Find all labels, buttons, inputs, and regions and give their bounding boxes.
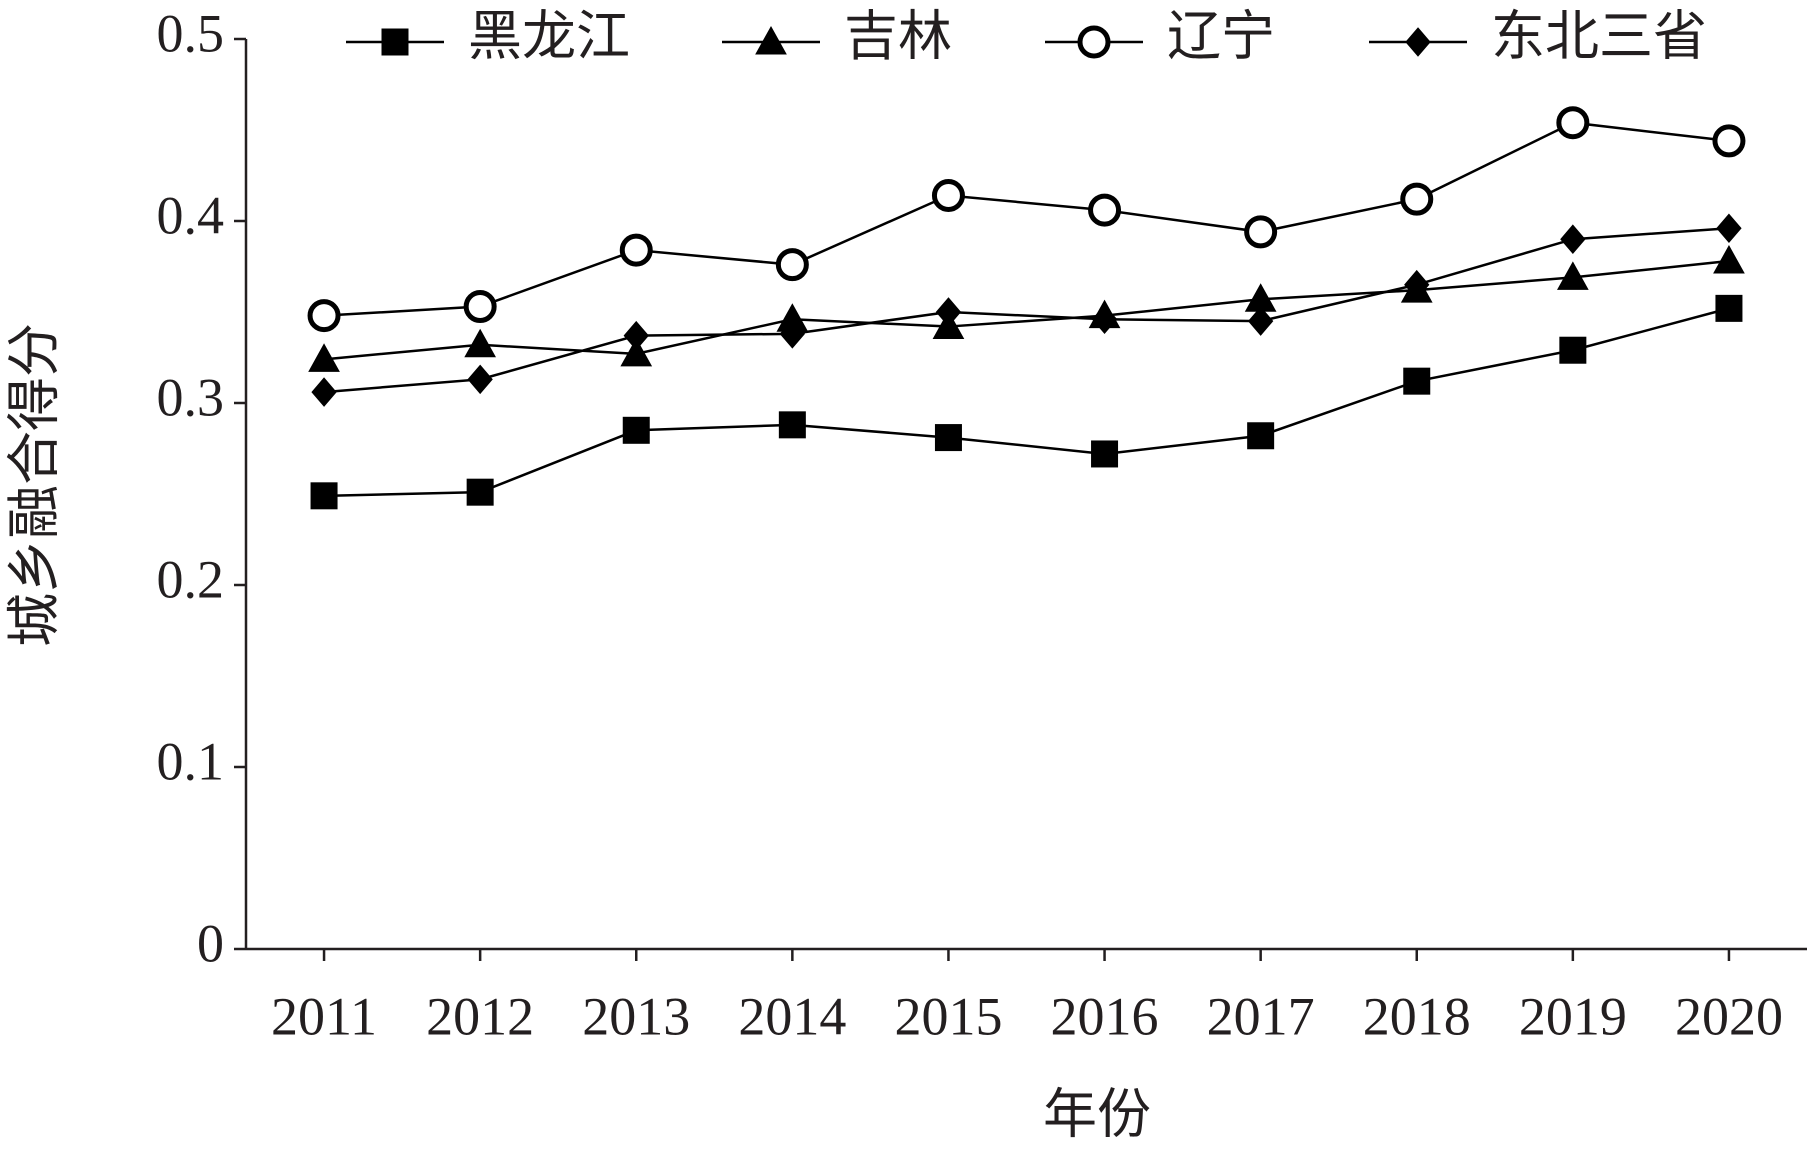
marker-diamond [935, 297, 962, 327]
marker-diamond [311, 377, 337, 407]
y-tick-label: 0.2 [157, 549, 225, 609]
marker-diamond [1560, 224, 1586, 254]
x-tick-label: 2013 [582, 986, 690, 1046]
marker-diamond [1404, 269, 1430, 300]
y-tick-label: 0.3 [157, 367, 225, 427]
marker-diamond [467, 364, 493, 395]
marker-circle [619, 233, 653, 267]
x-tick-label: 2014 [738, 986, 846, 1046]
y-tick-label: 0.4 [157, 185, 225, 245]
marker-square [778, 411, 806, 439]
x-tick-label: 2020 [1675, 986, 1783, 1046]
marker-triangle [1713, 245, 1745, 274]
legend-label: 黑龙江 [468, 6, 630, 66]
x-tick-label: 2018 [1363, 986, 1471, 1046]
marker-square [934, 424, 962, 452]
marker-triangle [620, 337, 653, 367]
legend-marker [381, 28, 409, 56]
y-axis-label: 城乡融合得分 [4, 323, 64, 647]
marker-diamond [1716, 213, 1742, 244]
marker-triangle [464, 328, 496, 358]
x-tick-label: 2011 [271, 986, 377, 1046]
legend-marker [755, 25, 787, 55]
marker-circle [1244, 215, 1278, 249]
marker-diamond [1091, 304, 1118, 335]
legend-marker [1405, 27, 1431, 57]
marker-triangle [1557, 261, 1589, 290]
marker-circle [775, 248, 809, 282]
marker-circle [1712, 124, 1746, 158]
marker-square [1403, 367, 1431, 395]
legend-marker [1077, 25, 1111, 59]
marker-circle [931, 179, 965, 213]
legend-label: 吉林 [844, 6, 952, 66]
marker-diamond [779, 319, 806, 349]
series-line [323, 227, 1730, 394]
legend-label: 辽宁 [1167, 6, 1275, 66]
marker-triangle [308, 343, 340, 372]
marker-diamond [1247, 306, 1274, 336]
y-tick-label: 0 [197, 913, 224, 973]
legend-label: 东北三省 [1491, 6, 1707, 66]
marker-diamond [623, 320, 649, 351]
marker-square [1715, 294, 1743, 322]
marker-circle [463, 290, 497, 324]
marker-circle [307, 299, 341, 333]
marker-square [622, 416, 650, 444]
y-tick-label: 0.1 [157, 731, 225, 791]
x-tick-label: 2017 [1207, 986, 1315, 1046]
series-line [323, 121, 1730, 317]
marker-square [1247, 422, 1275, 450]
marker-square [1091, 440, 1119, 468]
marker-square [466, 478, 494, 506]
x-axis-label: 年份 [1043, 1084, 1151, 1144]
x-tick-label: 2019 [1519, 986, 1627, 1046]
x-tick-label: 2015 [894, 986, 1002, 1046]
marker-square [310, 482, 338, 510]
marker-circle [1400, 182, 1434, 216]
marker-circle [1088, 193, 1122, 227]
x-tick-label: 2012 [426, 986, 534, 1046]
series-line [324, 307, 1730, 498]
marker-square [1559, 336, 1587, 364]
series-line [323, 259, 1730, 361]
x-tick-label: 2016 [1051, 986, 1159, 1046]
y-tick-label: 0.5 [157, 3, 225, 63]
marker-circle [1556, 106, 1590, 140]
